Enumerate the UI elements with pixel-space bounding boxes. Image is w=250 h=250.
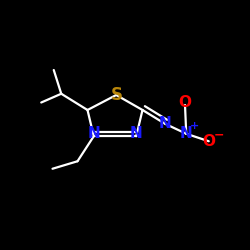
Text: O: O bbox=[178, 95, 192, 110]
Text: O: O bbox=[202, 134, 215, 149]
Text: N: N bbox=[88, 126, 100, 141]
Text: N: N bbox=[130, 126, 142, 141]
Text: S: S bbox=[110, 86, 122, 104]
Text: N: N bbox=[159, 116, 172, 131]
Text: +: + bbox=[190, 121, 199, 131]
Text: N: N bbox=[180, 126, 192, 141]
Text: −: − bbox=[214, 128, 224, 141]
